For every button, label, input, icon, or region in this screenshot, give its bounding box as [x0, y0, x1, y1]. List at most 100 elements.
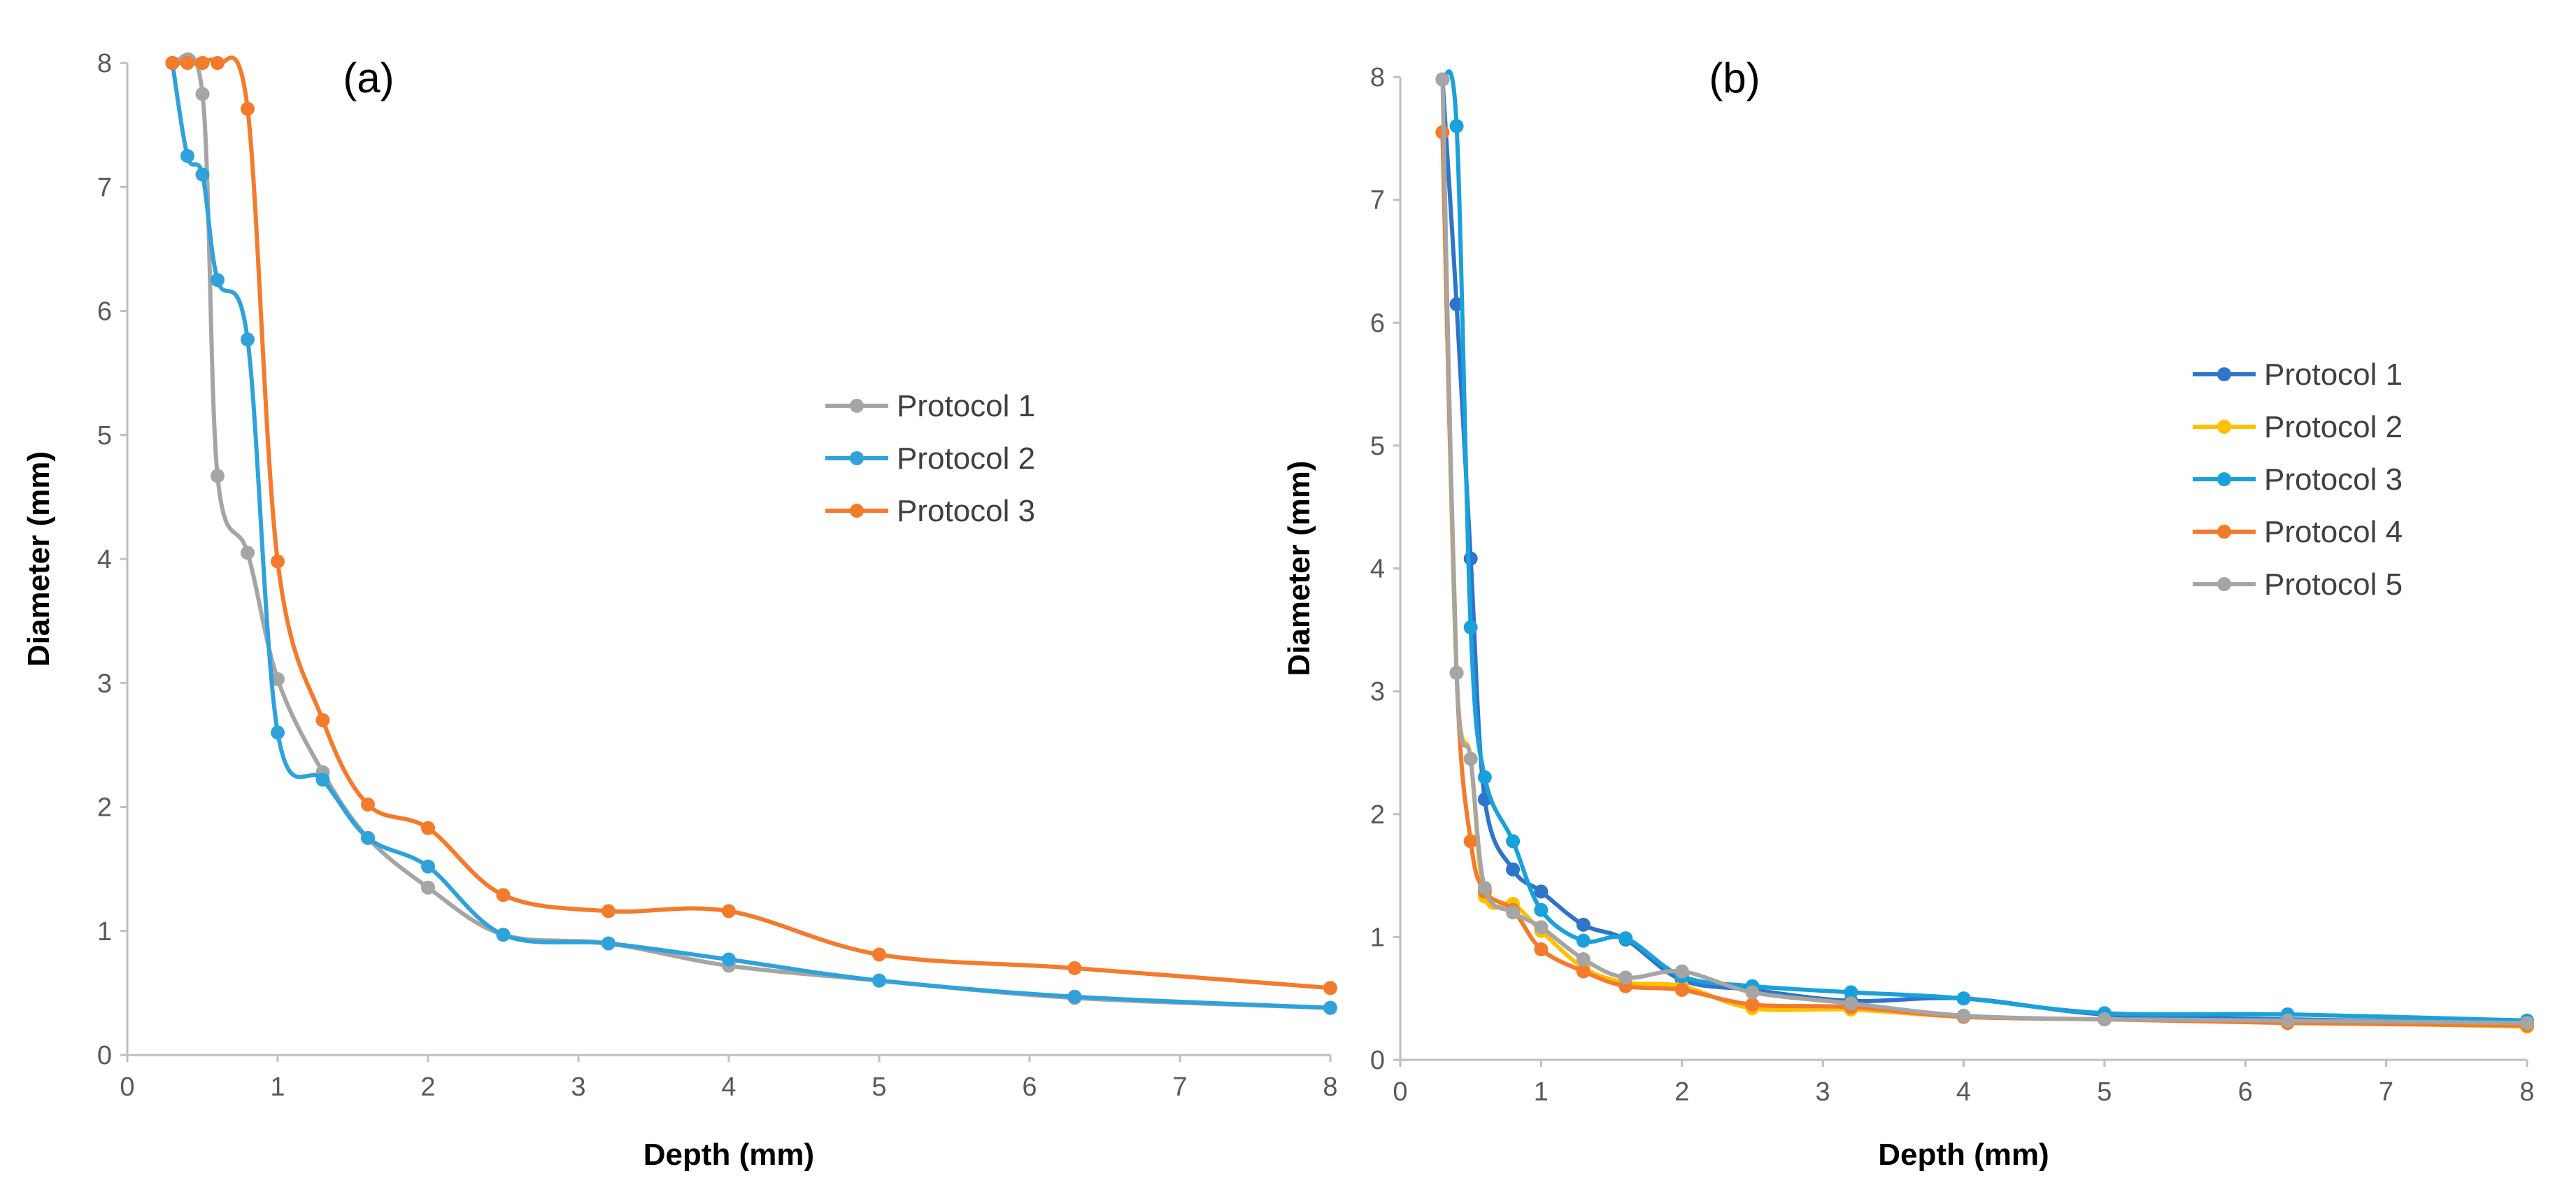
legend-label: Protocol 3: [2264, 462, 2403, 497]
legend-swatch-marker: [2217, 472, 2231, 486]
x-tick-label: 1: [1534, 1077, 1549, 1107]
data-point: [1576, 951, 1591, 966]
legend-label: Protocol 2: [897, 441, 1035, 476]
data-point: [1449, 119, 1464, 134]
series-line-1: [1440, 79, 2528, 1026]
x-tick-label: 2: [420, 1072, 435, 1102]
y-tick-label: 8: [1370, 63, 1385, 92]
x-tick-label: 5: [2097, 1077, 2112, 1107]
data-point: [195, 56, 210, 70]
x-tick-label: 3: [1816, 1077, 1830, 1107]
y-tick-label: 2: [1370, 800, 1385, 830]
data-point: [602, 904, 615, 919]
x-tick-label: 0: [120, 1072, 134, 1102]
x-tick-label: 2: [1674, 1077, 1689, 1107]
data-point: [1674, 982, 1689, 997]
data-point: [241, 101, 255, 116]
data-point: [1534, 884, 1549, 899]
y-tick-label: 5: [1370, 432, 1385, 461]
legend-swatch-marker: [2217, 420, 2231, 434]
data-point: [1534, 942, 1549, 956]
data-point: [271, 725, 285, 740]
data-point: [1435, 72, 1450, 87]
data-point: [1477, 881, 1492, 895]
data-point: [1463, 620, 1478, 635]
data-point: [602, 936, 615, 951]
x-tick-label: 4: [721, 1072, 736, 1102]
chart-panel-b: 0 1 2 3 4 5 6 7 8 0 1 2 3 4 5 6 7 8 Depth (mm) Diameter (mm…: [1282, 55, 2535, 1172]
data-point: [1323, 1000, 1337, 1015]
data-point: [2520, 1016, 2534, 1030]
x-tick-label: 5: [871, 1072, 886, 1102]
data-point: [1576, 933, 1591, 948]
legend-label: Protocol 1: [2264, 357, 2403, 392]
data-point: [195, 87, 210, 101]
y-tick-label: 4: [97, 545, 112, 574]
legend-swatch-marker: [2217, 577, 2231, 591]
y-tick-label: 3: [1370, 677, 1385, 707]
data-point: [722, 904, 736, 919]
data-point: [1463, 551, 1478, 566]
data-point: [180, 56, 194, 70]
x-tick-label: 8: [1323, 1072, 1337, 1102]
legend-label: Protocol 5: [2264, 567, 2403, 602]
x-tick-label: 8: [2519, 1077, 2534, 1107]
y-tick-label: 7: [1370, 186, 1385, 215]
panel-label: (a): [343, 55, 394, 101]
data-point: [1067, 989, 1082, 1004]
y-tick-label: 7: [97, 173, 112, 202]
data-point: [1506, 834, 1521, 849]
data-point: [211, 56, 225, 70]
legend-swatch-marker: [2217, 525, 2231, 539]
legend-swatch-marker: [850, 451, 864, 465]
data-point: [361, 830, 375, 845]
data-point: [1506, 905, 1521, 920]
data-point: [1463, 751, 1478, 766]
y-tick-label: 1: [97, 917, 112, 947]
data-point: [1534, 920, 1549, 935]
data-point: [180, 148, 194, 163]
data-point: [241, 546, 255, 560]
x-axis-title: Depth (mm): [1878, 1138, 2049, 1172]
data-point: [271, 554, 285, 569]
data-point: [2097, 1012, 2112, 1027]
series-line-5: [1440, 79, 2528, 1026]
legend-swatch-marker: [2217, 367, 2231, 381]
x-axis-title: Depth (mm): [643, 1138, 814, 1172]
data-point: [1463, 834, 1478, 849]
data-point: [1449, 665, 1464, 680]
legend-label: Protocol 4: [2264, 515, 2403, 549]
data-point: [1477, 770, 1492, 785]
data-point: [1956, 991, 1971, 1006]
y-tick-label: 0: [97, 1041, 112, 1070]
y-tick-label: 5: [97, 421, 112, 451]
data-point: [211, 273, 225, 288]
data-point: [1576, 964, 1591, 979]
data-point: [1506, 862, 1521, 877]
data-point: [872, 973, 886, 988]
legend-label: Protocol 3: [897, 494, 1035, 528]
data-point: [421, 821, 435, 835]
chart-panel-a: 0 1 2 3 4 5 6 7 8 0 1 2 3 4 5 6 7 8 Depth (mm) Diameter (mm…: [22, 49, 1338, 1172]
x-tick-label: 0: [1393, 1077, 1407, 1107]
data-point: [1844, 996, 1858, 1011]
data-point: [1618, 931, 1633, 946]
x-tick-label: 1: [270, 1072, 285, 1102]
data-point: [361, 797, 375, 812]
data-point: [1576, 917, 1591, 932]
data-point: [271, 672, 285, 686]
data-point: [1067, 961, 1082, 975]
x-tick-label: 3: [571, 1072, 585, 1102]
y-tick-label: 0: [1370, 1046, 1385, 1075]
y-tick-label: 6: [97, 297, 112, 327]
data-point: [165, 56, 180, 70]
data-point: [496, 928, 511, 942]
data-point: [241, 332, 255, 347]
data-point: [315, 713, 330, 728]
data-point: [421, 880, 435, 895]
data-point: [1534, 902, 1549, 917]
data-point: [1618, 970, 1633, 985]
data-point: [195, 167, 210, 182]
data-point: [1745, 997, 1760, 1012]
